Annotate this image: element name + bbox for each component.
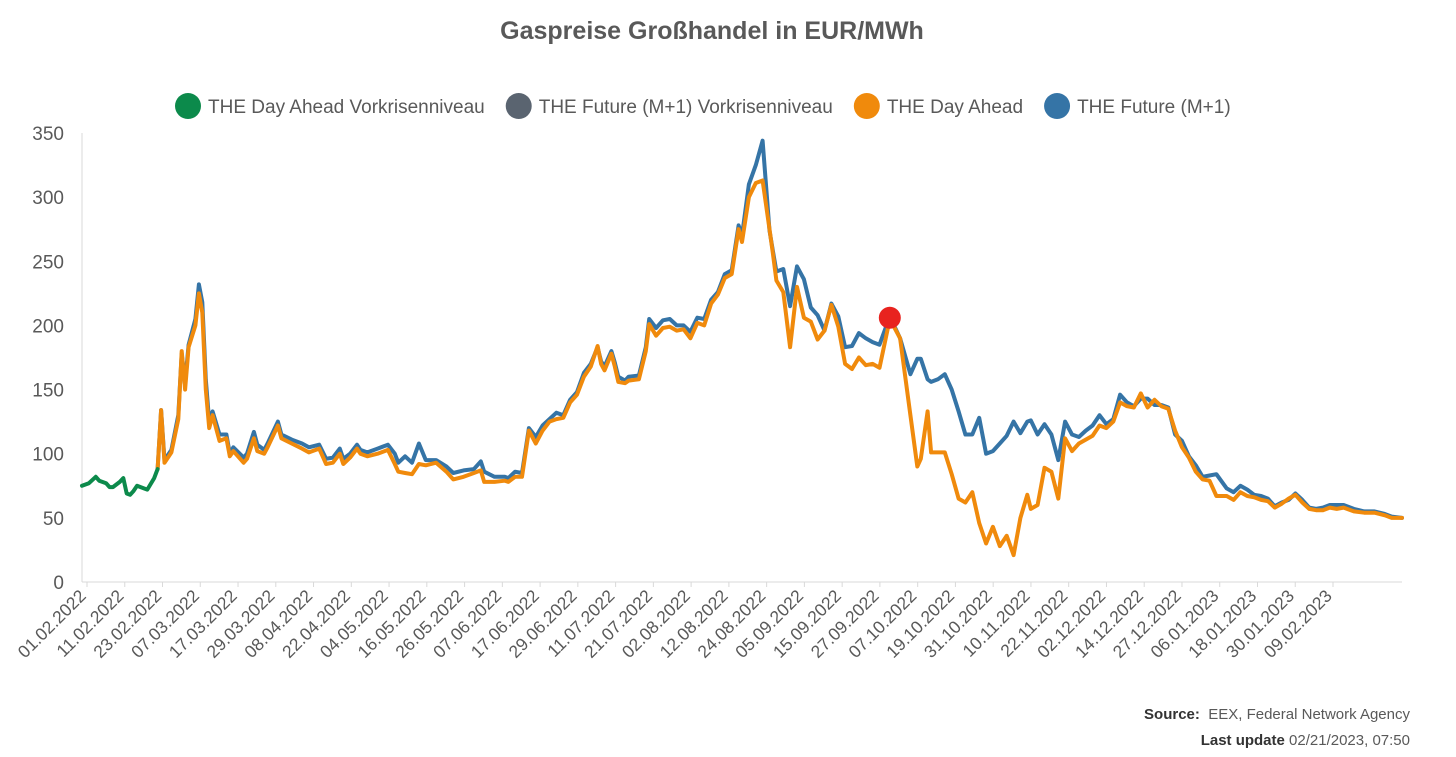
legend-item: THE Future (M+1) Vorkrisenniveau: [505, 93, 833, 119]
legend-swatch: [853, 93, 880, 119]
source-value: EEX, Federal Network Agency: [1208, 706, 1410, 723]
chart-title: Gaspreise Großhandel in EUR/MWh: [500, 17, 924, 45]
y-tick-label: 0: [53, 573, 64, 594]
y-tick-label: 300: [32, 188, 64, 209]
series-line-0: [80, 467, 160, 497]
y-tick-label: 350: [32, 124, 64, 145]
y-tick-label: 250: [32, 252, 64, 273]
legend-swatch: [505, 93, 532, 119]
legend-label: THE Day Ahead Vorkrisenniveau: [208, 97, 485, 118]
y-axis: 0 50 100 150 200 250 300 350: [32, 124, 83, 594]
series-line-2: [155, 178, 1404, 558]
legend-swatch: [1044, 93, 1071, 119]
y-tick-label: 150: [32, 381, 64, 402]
legend-label: THE Day Ahead: [887, 97, 1023, 118]
y-tick-label: 50: [43, 509, 64, 530]
chart-legend: THE Day Ahead Vorkrisenniveau THE Future …: [175, 93, 1231, 119]
highlight-marker: [878, 306, 901, 329]
legend-item: THE Day Ahead Vorkrisenniveau: [175, 93, 485, 119]
source-note: Source: EEX, Federal Network Agency Last…: [1144, 702, 1410, 754]
source-label: Source:: [1144, 706, 1200, 723]
update-label: Last update: [1200, 732, 1285, 749]
legend-item: THE Future (M+1): [1044, 93, 1231, 119]
legend-swatch: [175, 93, 201, 119]
update-value: 02/21/2023, 07:50: [1289, 732, 1410, 749]
y-tick-label: 200: [32, 316, 64, 337]
legend-label: THE Future (M+1) Vorkrisenniveau: [539, 97, 833, 118]
y-tick-label: 100: [32, 445, 64, 466]
legend-label: THE Future (M+1): [1077, 97, 1231, 118]
x-axis: 01.02.202211.02.202223.02.202207.03.2022…: [14, 581, 1402, 662]
legend-item: THE Day Ahead: [853, 93, 1023, 119]
plot-area: [80, 138, 1404, 558]
